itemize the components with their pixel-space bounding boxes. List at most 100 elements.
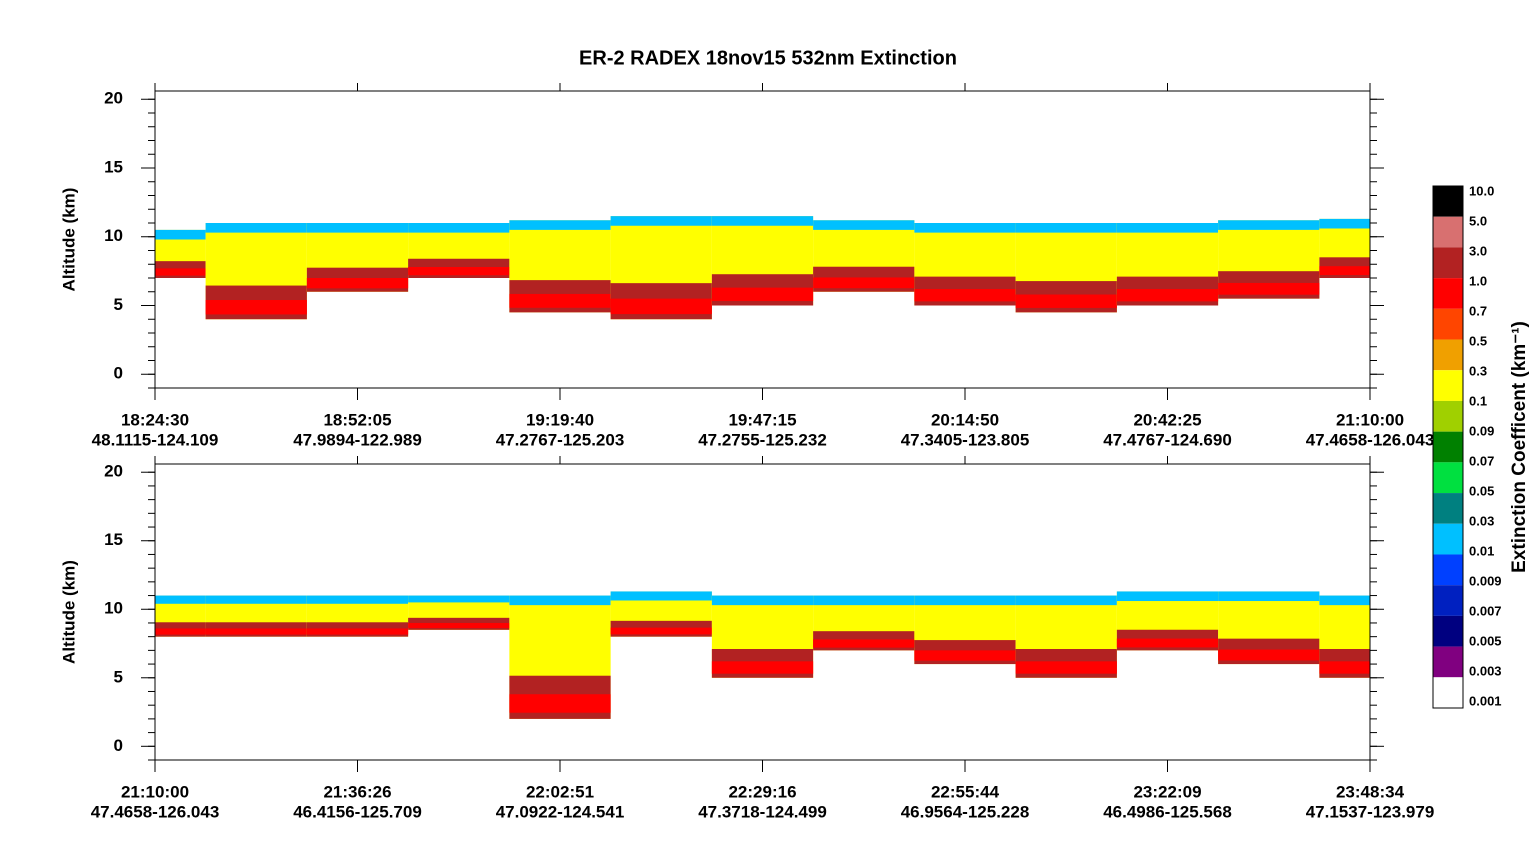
cloud-dense-core [205, 628, 307, 635]
cloud-top-edge [813, 595, 915, 606]
colorbar-level-label: 0.007 [1469, 603, 1502, 618]
cloud-dense-core [711, 287, 814, 302]
x-tick-location: 47.2755-125.232 [698, 430, 827, 449]
cloud-top-edge [1116, 223, 1219, 233]
y-axis-label: Altitude (km) [59, 188, 78, 292]
cloud-dense-core [1319, 266, 1370, 276]
y-tick-label: 0 [114, 364, 123, 383]
x-tick-location: 47.0922-124.541 [496, 802, 625, 821]
colorbar-level-label: 1.0 [1469, 273, 1487, 288]
cloud-dense-core [1218, 282, 1320, 295]
y-tick-label: 15 [104, 530, 123, 549]
cloud-top-edge [914, 595, 1016, 606]
colorbar-level-label: 0.3 [1469, 363, 1487, 378]
cloud-top-edge [1015, 223, 1117, 233]
x-tick-location: 47.3405-123.805 [901, 430, 1030, 449]
y-tick-label: 5 [114, 295, 123, 314]
cloud-dense-core [155, 268, 206, 276]
cloud-top-edge [408, 595, 510, 603]
x-tick-time: 23:48:34 [1336, 782, 1405, 801]
colorbar-box [1433, 339, 1463, 371]
colorbar-level-label: 0.1 [1469, 393, 1487, 408]
cloud-dense-core [610, 627, 712, 635]
x-tick-time: 20:42:25 [1133, 410, 1201, 429]
cloud-top-edge [813, 220, 915, 230]
x-tick-time: 20:14:50 [931, 410, 999, 429]
cloud-top-edge [1116, 591, 1219, 602]
x-tick-location: 46.9564-125.228 [901, 802, 1030, 821]
cloud-top-edge [306, 223, 409, 233]
colorbar-level-label: 0.05 [1469, 483, 1494, 498]
cloud-top-edge [610, 591, 712, 601]
x-tick-time: 18:24:30 [121, 410, 189, 429]
colorbar-box [1433, 278, 1463, 309]
colorbar-box [1433, 247, 1463, 279]
cloud-top-edge [408, 223, 510, 233]
cloud-dense-core [408, 267, 510, 276]
y-tick-label: 15 [104, 157, 123, 176]
cloud-top-edge [914, 223, 1016, 233]
colorbar-box [1433, 216, 1463, 248]
x-tick-time: 21:10:00 [121, 782, 189, 801]
y-tick-label: 5 [114, 667, 123, 686]
cloud-top-edge [1319, 595, 1370, 606]
cloud-top-edge [711, 595, 814, 606]
cloud-top-edge [155, 229, 206, 240]
cloud-top-edge [1218, 591, 1320, 602]
x-tick-time: 21:36:26 [323, 782, 391, 801]
colorbar-box [1433, 308, 1463, 340]
x-tick-time: 19:19:40 [526, 410, 594, 429]
cloud-top-edge [205, 223, 307, 233]
colorbar-box [1433, 523, 1463, 555]
cloud-top-edge [155, 595, 206, 604]
x-tick-time: 23:22:09 [1133, 782, 1201, 801]
y-tick-label: 20 [104, 462, 123, 481]
cloud-dense-core [1116, 289, 1219, 302]
cloud-dense-core [914, 650, 1016, 661]
cloud-dense-core [306, 278, 409, 289]
cloud-dense-core [1319, 661, 1370, 674]
colorbar-level-label: 5.0 [1469, 213, 1487, 228]
cloud-top-edge [1015, 595, 1117, 606]
colorbar-level-label: 0.03 [1469, 513, 1494, 528]
x-tick-time: 22:55:44 [931, 782, 1000, 801]
cloud-dense-core [205, 300, 307, 315]
colorbar-box [1433, 615, 1463, 647]
colorbar-box [1433, 554, 1463, 586]
y-tick-label: 0 [114, 736, 123, 755]
colorbar-box [1433, 646, 1463, 678]
cloud-top-edge [711, 216, 814, 226]
cloud-dense-core [1015, 294, 1117, 308]
cloud-dense-core [509, 293, 611, 308]
cloud-top-edge [205, 595, 307, 604]
cloud-dense-core [1015, 661, 1117, 674]
chart-title: ER-2 RADEX 18nov15 532nm Extinction [579, 47, 957, 69]
x-tick-location: 47.4658-126.043 [91, 802, 220, 821]
y-tick-label: 20 [104, 89, 123, 108]
cloud-dense-core [813, 639, 915, 648]
colorbar-level-label: 0.005 [1469, 633, 1502, 648]
x-tick-location: 46.4156-125.709 [293, 802, 422, 821]
cloud-dense-core [306, 628, 409, 635]
colorbar-label: Extinction Coefficent (km⁻¹) [1509, 321, 1530, 573]
cloud-top-edge [1218, 220, 1320, 230]
colorbar-level-label: 0.001 [1469, 693, 1502, 708]
cloud-dense-core [914, 289, 1016, 302]
colorbar-level-label: 0.5 [1469, 333, 1487, 348]
colorbar-box [1433, 585, 1463, 616]
colorbar-frame [1432, 185, 1464, 709]
colorbar-box [1433, 431, 1463, 463]
colorbar-box [1433, 677, 1463, 708]
colorbar-level-label: 10.0 [1469, 183, 1494, 198]
cloud-dense-core [1218, 649, 1320, 661]
x-tick-time: 19:47:15 [728, 410, 796, 429]
cloud-top-edge [509, 595, 611, 606]
y-axis-label: Altitude (km) [59, 560, 78, 664]
cloud-top-edge [610, 216, 712, 226]
cloud-top-edge [509, 220, 611, 230]
colorbar-level-label: 0.003 [1469, 663, 1502, 678]
cloud-dense-core [711, 661, 814, 674]
y-tick-label: 10 [104, 226, 123, 245]
